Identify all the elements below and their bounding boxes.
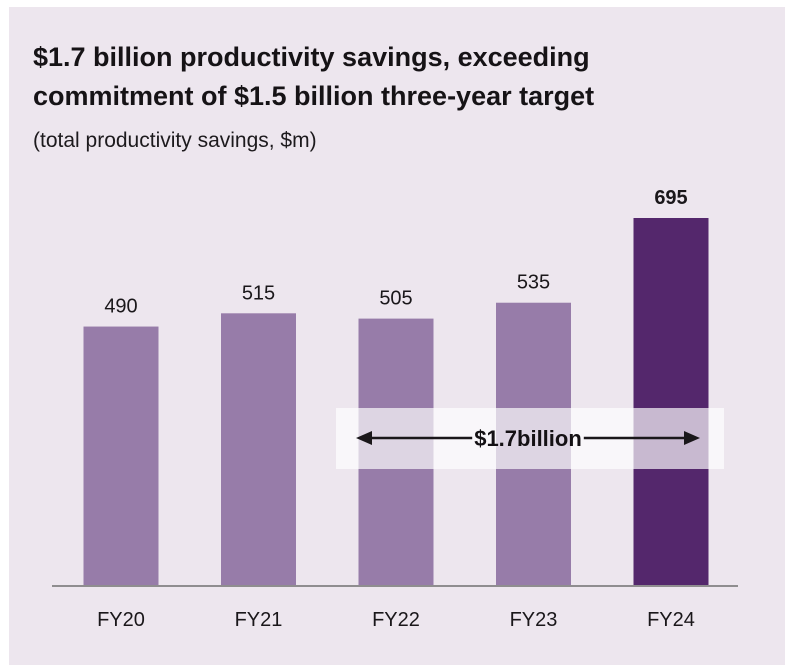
bar-fy20	[83, 326, 159, 586]
x-tick-label-fy23: FY23	[510, 609, 558, 631]
annotation-arrow-right-head	[684, 431, 700, 445]
bars-layer	[83, 218, 709, 586]
annotation-arrow-left-head	[356, 431, 372, 445]
bar-fy24	[633, 218, 709, 586]
x-tick-label-fy21: FY21	[235, 609, 283, 631]
chart-title: $1.7 billion productivity savings, excee…	[33, 38, 733, 116]
value-label-fy20: 490	[104, 296, 137, 318]
chart-title-line-2: commitment of $1.5 billion three-year ta…	[33, 81, 595, 111]
x-tick-label-fy24: FY24	[647, 609, 695, 631]
chart-subtitle: (total productivity savings, $m)	[33, 129, 317, 152]
chart-title-line-1: $1.7 billion productivity savings, excee…	[33, 42, 590, 72]
labels-layer: 490 FY20 515 FY21 505 FY22 535 FY23 695 FY24	[97, 187, 695, 631]
value-label-fy21: 515	[242, 282, 275, 304]
savings-annotation: $1.7billion	[336, 408, 724, 469]
x-tick-label-fy22: FY22	[372, 609, 420, 631]
value-label-fy23: 535	[517, 272, 550, 294]
x-tick-label-fy20: FY20	[97, 609, 145, 631]
annotation-label: $1.7billion	[474, 426, 582, 451]
value-label-fy24: 695	[654, 187, 687, 209]
value-label-fy22: 505	[379, 288, 412, 310]
bar-fy21	[221, 313, 296, 586]
